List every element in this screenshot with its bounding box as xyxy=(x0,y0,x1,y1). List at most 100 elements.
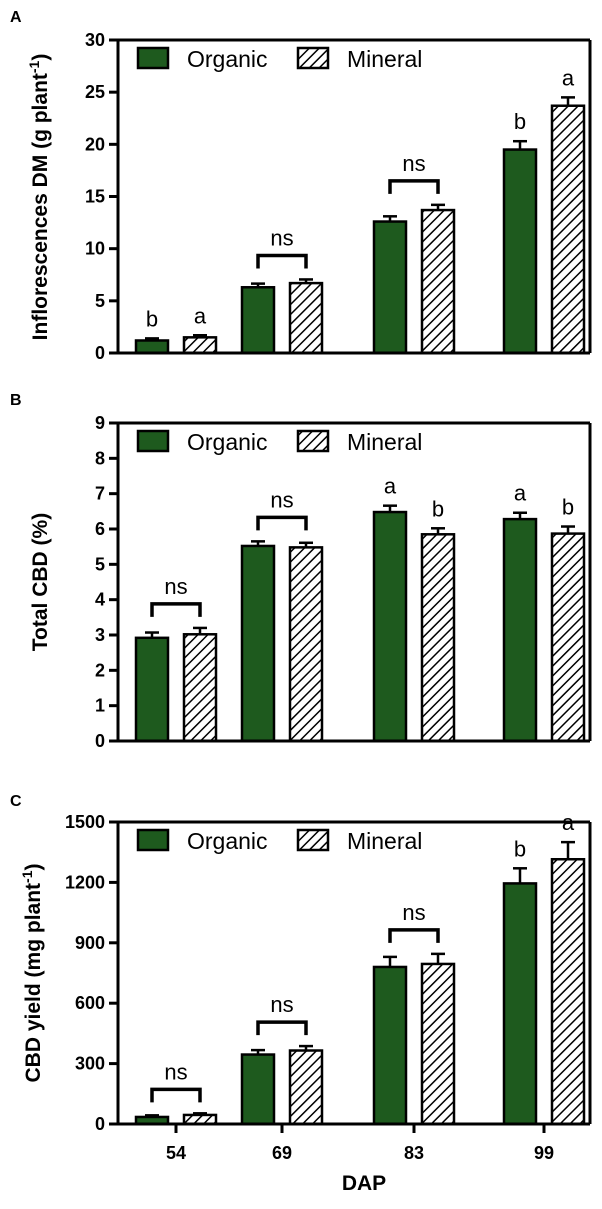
legend-label-mineral: Mineral xyxy=(347,429,422,455)
significance-label-69: ns xyxy=(270,992,293,1017)
significance-letter-mineral-99: b xyxy=(562,495,574,520)
y-tick-label: 0 xyxy=(95,1114,105,1134)
bar-mineral-83 xyxy=(420,962,456,1126)
legend-label-organic: Organic xyxy=(187,828,268,854)
bar-mineral-54 xyxy=(182,336,218,355)
bar-mineral-69 xyxy=(288,281,324,355)
bar-mineral-83 xyxy=(420,533,456,743)
significance-letter-mineral-54: a xyxy=(194,303,207,328)
y-tick-label: 20 xyxy=(85,134,105,154)
significance-label-54: ns xyxy=(164,1059,187,1084)
y-axis-label-superscript: -1 xyxy=(26,60,42,73)
legend-swatch-mineral xyxy=(296,828,330,852)
bar-mineral-99 xyxy=(550,104,586,355)
significance-bracket-69 xyxy=(256,253,308,269)
significance-letter-organic-99: a xyxy=(514,481,527,506)
x-axis-label: DAP xyxy=(342,1172,386,1195)
y-tick-label: 900 xyxy=(75,933,105,953)
y-tick-label: 7 xyxy=(95,484,105,504)
legend-swatch-organic xyxy=(136,429,170,453)
bar-organic-69 xyxy=(240,286,276,355)
y-axis-label-end: ) xyxy=(22,864,45,871)
y-tick-label: 1500 xyxy=(65,812,105,832)
legend-label-organic: Organic xyxy=(187,429,268,455)
y-tick-label: 600 xyxy=(75,993,105,1013)
chart-panel-c: Cnsnsnsba030060090012001500CBD yield (mg… xyxy=(10,793,592,1195)
significance-label-69: ns xyxy=(270,487,293,512)
bar-organic-69 xyxy=(240,1053,276,1126)
y-tick-label: 10 xyxy=(85,239,105,259)
chart-panel-a: Ab a ns ns b a 0 5 10 15 20 25 30 Inflorescences DM (… xyxy=(10,9,592,363)
significance-bracket-54 xyxy=(150,1087,202,1103)
panel-letter: B xyxy=(10,392,22,409)
significance-label-54: ns xyxy=(164,574,187,599)
y-tick-label: 1200 xyxy=(65,872,105,892)
x-tick-label-69: 69 xyxy=(272,1143,292,1163)
x-tick-label-83: 83 xyxy=(404,1143,424,1163)
bar-mineral-99 xyxy=(550,532,586,743)
bar-organic-99 xyxy=(502,882,538,1126)
y-axis-label: Inflorescences DM (g plant-1) xyxy=(26,54,52,341)
bar-organic-83 xyxy=(372,220,408,355)
y-axis-label: CBD yield (mg plant-1) xyxy=(19,864,45,1083)
bar-organic-69 xyxy=(240,544,276,743)
y-tick-label: 15 xyxy=(85,187,105,207)
significance-label-69: ns xyxy=(270,225,293,250)
bar-mineral-69 xyxy=(288,1049,324,1126)
y-axis-label-main: Total CBD (%) xyxy=(29,513,52,651)
significance-letter-organic-54: b xyxy=(146,306,158,331)
legend-label-organic: Organic xyxy=(187,46,268,72)
significance-bracket-69 xyxy=(256,1020,308,1036)
y-tick-label: 30 xyxy=(85,30,105,50)
legend-swatch-mineral xyxy=(296,429,330,453)
bar-mineral-69 xyxy=(288,546,324,743)
y-tick-label: 5 xyxy=(95,554,105,574)
y-axis-label-end: ) xyxy=(29,54,52,61)
significance-bracket-54 xyxy=(150,602,202,617)
y-tick-label: 0 xyxy=(95,343,105,363)
y-tick-label: 3 xyxy=(95,625,105,645)
significance-letter-organic-99: b xyxy=(514,836,526,861)
panel-letter: A xyxy=(10,9,22,26)
significance-letter-mineral-99: a xyxy=(562,65,575,90)
legend-label-mineral: Mineral xyxy=(347,828,422,854)
significance-label-83: ns xyxy=(402,900,425,925)
y-tick-label: 25 xyxy=(85,82,105,102)
y-tick-label: 2 xyxy=(95,660,105,680)
y-tick-label: 5 xyxy=(95,291,105,311)
significance-bracket-69 xyxy=(256,515,308,531)
x-tick-label-54: 54 xyxy=(166,1143,186,1163)
y-tick-label: 8 xyxy=(95,448,105,468)
legend-swatch-organic xyxy=(136,46,170,70)
bar-mineral-99 xyxy=(550,857,586,1126)
bar-mineral-54 xyxy=(182,633,218,743)
y-tick-label: 9 xyxy=(95,413,105,433)
y-tick-label: 6 xyxy=(95,519,105,539)
chart-panel-b: Bns ns a b a b 0 1 2 3 4 5 6 7 8 9 Total CBD (%) Organic M… xyxy=(10,392,592,751)
bar-organic-83 xyxy=(372,510,408,743)
significance-bracket-83 xyxy=(388,179,440,194)
bar-organic-54 xyxy=(134,339,170,355)
y-tick-label: 300 xyxy=(75,1054,105,1074)
y-axis-label-superscript: -1 xyxy=(19,870,35,883)
y-axis-label-main: Inflorescences DM (g plant xyxy=(29,73,52,340)
y-tick-label: 4 xyxy=(95,590,105,610)
significance-bracket-83 xyxy=(388,928,440,943)
significance-letter-organic-99: b xyxy=(514,109,526,134)
panel-letter: C xyxy=(10,793,22,810)
y-axis-label: Total CBD (%) xyxy=(29,513,52,651)
bar-organic-54 xyxy=(134,636,170,743)
y-tick-label: 0 xyxy=(95,731,105,751)
bar-organic-99 xyxy=(502,148,538,355)
bar-organic-99 xyxy=(502,517,538,743)
significance-label-83: ns xyxy=(402,151,425,176)
bar-mineral-83 xyxy=(420,208,456,355)
legend-label-mineral: Mineral xyxy=(347,46,422,72)
significance-letter-organic-83: a xyxy=(384,474,397,499)
bar-organic-83 xyxy=(372,965,408,1126)
significance-letter-mineral-83: b xyxy=(432,496,444,521)
y-tick-label: 1 xyxy=(95,696,105,716)
x-tick-label-99: 99 xyxy=(534,1143,554,1163)
legend-swatch-organic xyxy=(136,828,170,852)
